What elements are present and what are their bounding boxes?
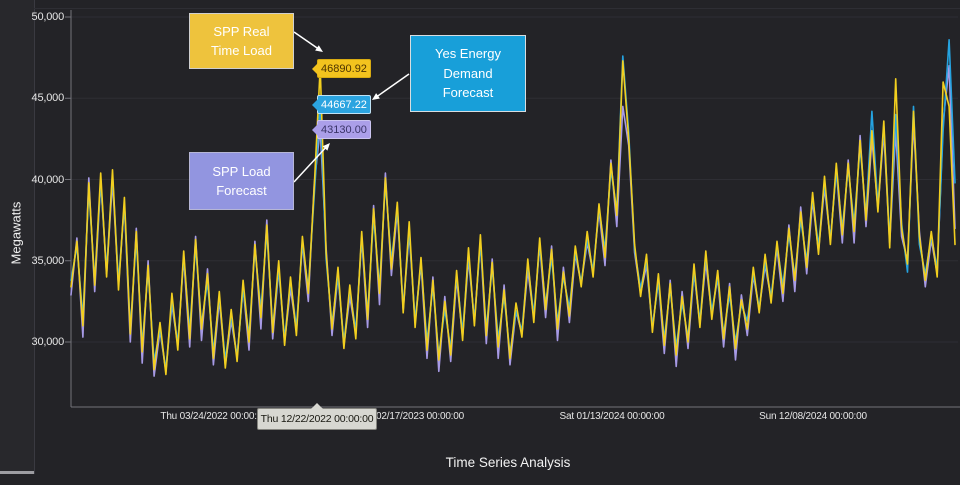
hover-value-label-real-time-load: 46890.92 xyxy=(317,59,371,78)
annotation-box-spp-load-forecast[interactable]: SPP Load Forecast xyxy=(189,152,294,210)
x-axis-hover-tooltip: Thu 12/22/2022 00:00:00 xyxy=(257,403,377,430)
hover-value-label-load-forecast: 43130.00 xyxy=(317,120,371,139)
left-scrollbar-track xyxy=(0,0,35,474)
y-tick-label: 35,000 xyxy=(31,254,65,267)
x-tick-label: 02/17/2023 00:00:00 xyxy=(376,411,464,422)
y-tick-label: 50,000 xyxy=(31,11,65,23)
y-axis-tick-labels: 50,000 45,000 40,000 35,000 30,000 xyxy=(0,0,66,485)
annotation-box-yes-energy-demand-forecast[interactable]: Yes Energy Demand Forecast xyxy=(410,35,526,112)
y-tick-label: 30,000 xyxy=(31,336,65,348)
x-tick-label: Sat 01/13/2024 00:00:00 xyxy=(559,411,665,422)
hover-value-label-demand-forecast: 44667.22 xyxy=(317,95,371,114)
y-tick-label: 45,000 xyxy=(31,92,65,105)
chart-title: Time Series Analysis xyxy=(445,455,571,470)
annotation-box-spp-real-time-load[interactable]: SPP Real Time Load xyxy=(189,13,294,69)
x-tick-label: Thu 03/24/2022 00:00:00 xyxy=(160,411,268,422)
panel-divider xyxy=(34,8,960,9)
scrollbar-thumb[interactable] xyxy=(0,471,34,474)
y-tick-label: 40,000 xyxy=(31,173,65,186)
x-tick-label: Sun 12/08/2024 00:00:00 xyxy=(759,411,867,422)
